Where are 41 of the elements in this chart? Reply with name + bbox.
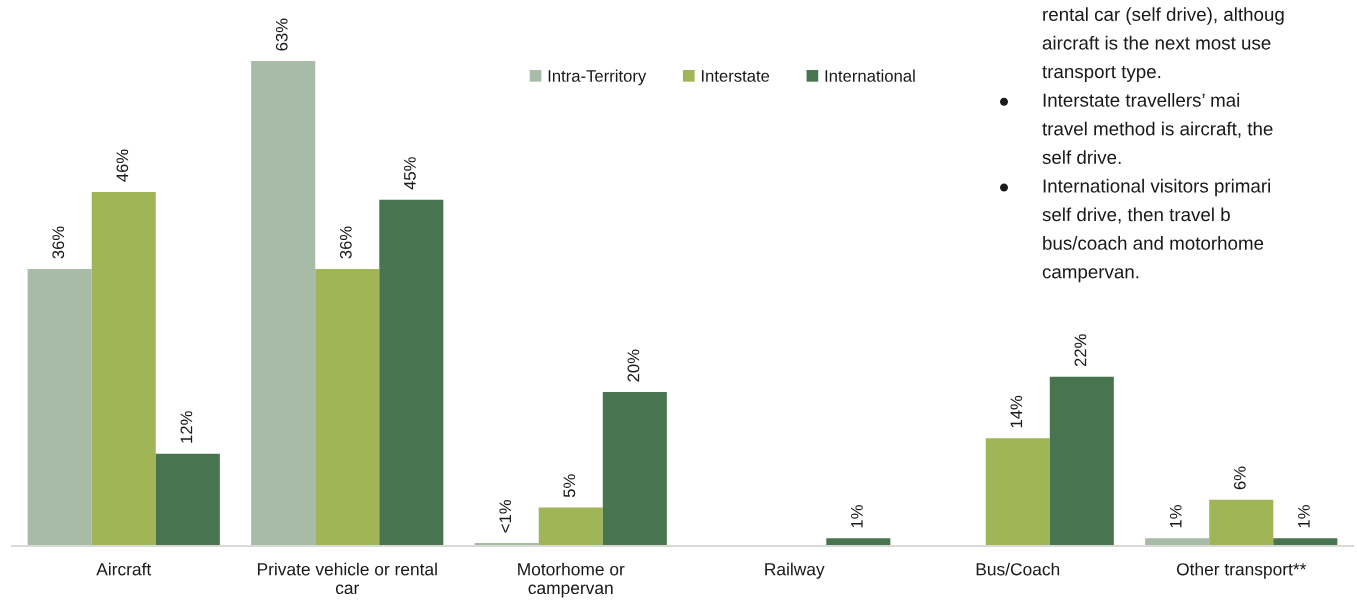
bar bbox=[155, 453, 220, 546]
legend-label: International bbox=[825, 69, 915, 82]
data-label: 1% bbox=[1169, 505, 1182, 528]
bar bbox=[1273, 538, 1338, 546]
bar bbox=[538, 507, 603, 546]
data-label: 63% bbox=[275, 18, 288, 51]
data-label: 1% bbox=[851, 505, 863, 528]
data-label: 14% bbox=[1010, 395, 1023, 428]
bar bbox=[1209, 499, 1274, 546]
data-label: 20% bbox=[627, 349, 640, 382]
bar bbox=[1049, 376, 1114, 546]
data-label: 45% bbox=[404, 157, 416, 190]
data-label: <1% bbox=[499, 499, 512, 533]
data-label: 46% bbox=[116, 149, 129, 182]
data-label: 36% bbox=[339, 226, 352, 259]
bar bbox=[91, 191, 156, 546]
data-label: 1% bbox=[1298, 505, 1310, 528]
bar bbox=[826, 538, 891, 546]
x-tick-label: Aircraft bbox=[96, 562, 152, 576]
bar bbox=[985, 438, 1050, 546]
bar bbox=[315, 268, 380, 546]
bar bbox=[379, 199, 444, 546]
bar bbox=[1145, 538, 1210, 546]
annotation: International visitors primari self drive, then travel b bus/coach and motorhome campervan. bbox=[1042, 178, 1270, 283]
bar bbox=[602, 392, 667, 546]
x-tick-label: Other transport** bbox=[1176, 562, 1307, 579]
x-tick-label: Railway bbox=[765, 562, 825, 579]
bar bbox=[251, 61, 316, 546]
data-label: 6% bbox=[1233, 466, 1246, 490]
x-tick-label: Private vehicle or rental car bbox=[257, 562, 437, 595]
legend-label: Interstate bbox=[701, 70, 770, 82]
annotation: rental car (self drive), althoug aircraft is the next most use transport type. bbox=[1042, 7, 1284, 82]
annotation: Interstate travellers’ mai travel method is aircraft, the self drive. bbox=[1042, 93, 1273, 165]
legend-label: Intra-Territory bbox=[548, 69, 647, 86]
data-label: 5% bbox=[563, 474, 576, 498]
x-tick-label: Motorhome or campervan bbox=[518, 562, 625, 598]
x-tick-label: Bus/Coach bbox=[976, 562, 1060, 576]
data-label: 36% bbox=[52, 226, 65, 259]
data-label: 12% bbox=[180, 411, 193, 443]
data-label: 22% bbox=[1074, 334, 1087, 367]
bar bbox=[27, 268, 92, 546]
